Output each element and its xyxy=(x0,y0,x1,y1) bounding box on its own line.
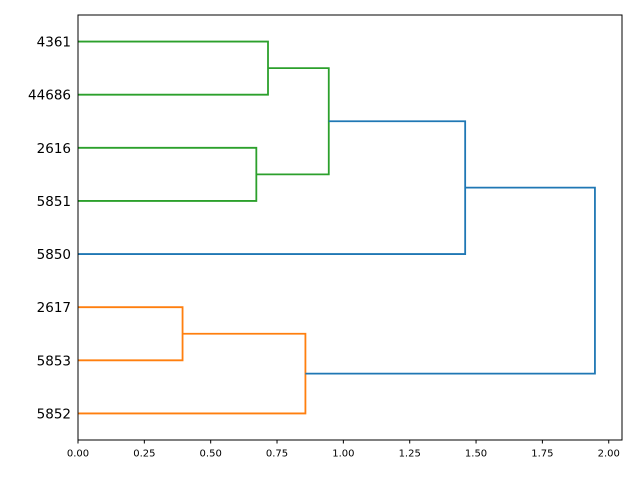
leaf-label: 5850 xyxy=(37,247,71,263)
leaf-label: 2617 xyxy=(37,300,71,316)
dendrogram-link xyxy=(78,120,467,255)
x-tick-label: 0.50 xyxy=(200,449,222,460)
plot-border xyxy=(77,14,623,441)
leaf-label: 5851 xyxy=(37,194,71,210)
x-tick-label: 1.25 xyxy=(399,449,421,460)
dendrogram-link xyxy=(78,332,307,415)
x-tick-label: 1.00 xyxy=(332,449,354,460)
x-tick-label: 0.25 xyxy=(133,449,155,460)
leaf-label: 4361 xyxy=(37,35,71,51)
x-tick-label: 1.50 xyxy=(465,449,487,460)
x-tick-label: 2.00 xyxy=(598,449,620,460)
dendrogram-link xyxy=(78,40,269,96)
leaf-label: 44686 xyxy=(28,88,71,104)
leaf-label: 2616 xyxy=(37,141,71,157)
x-tick-label: 0.75 xyxy=(266,449,288,460)
leaf-label: 5852 xyxy=(37,406,71,422)
dendrogram-link xyxy=(305,186,596,375)
dendrogram-link xyxy=(78,306,184,362)
leaf-label: 5853 xyxy=(37,353,71,369)
x-tick-label: 0.00 xyxy=(67,449,89,460)
x-tick-label: 1.75 xyxy=(531,449,553,460)
dendrogram-link xyxy=(78,146,258,202)
